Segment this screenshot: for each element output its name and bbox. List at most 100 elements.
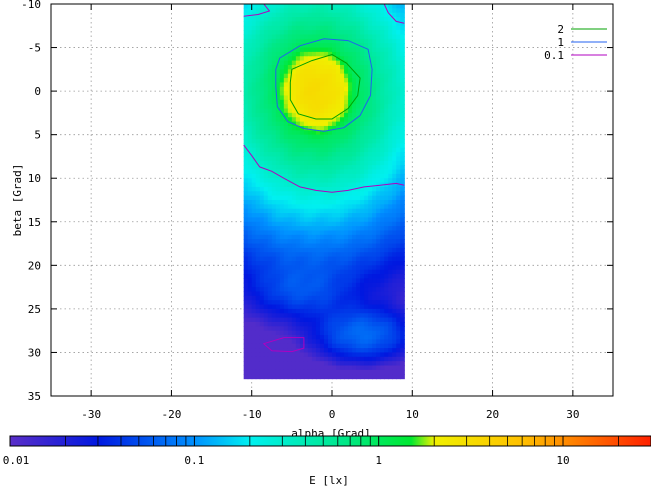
heatmap-cell [352,147,357,153]
heatmap-cell [352,200,357,205]
heatmap-cell [307,169,313,175]
heatmap-cell [352,243,357,249]
heatmap-cell [267,134,273,140]
heatmap-cell [307,143,313,149]
heatmap-cell [352,38,357,44]
heatmap-cell [372,8,377,14]
heatmap-cell [243,313,249,319]
heatmap-cell [247,95,253,101]
heatmap-cell [388,252,393,258]
heatmap-cell [388,204,393,210]
heatmap-cell [388,295,393,301]
heatmap-cell [400,108,405,114]
heatmap-cell [283,134,289,140]
heatmap-cell [372,243,377,249]
heatmap-cell [372,25,377,31]
heatmap-cell [396,43,401,49]
heatmap-cell [247,243,253,249]
heatmap-cell [271,365,277,371]
heatmap-cell [263,108,269,114]
heatmap-cell [267,191,273,197]
heatmap-cell [384,99,389,105]
heatmap-cell [263,104,269,110]
heatmap-cell [323,339,329,345]
heatmap-cell [255,147,261,153]
y-tick-label: 15 [28,216,41,229]
heatmap-cell [275,365,281,371]
heatmap-cell [327,204,333,210]
heatmap-cell [368,308,373,314]
heatmap-cell [267,256,273,262]
heatmap-cell [352,73,357,79]
heatmap-cell [279,143,285,149]
heatmap-cell [311,221,317,227]
heatmap-cell [247,34,253,40]
heatmap-cell [400,64,405,70]
heatmap-cell [368,291,373,297]
heatmap-cell [255,56,261,62]
heatmap-cell [243,191,249,197]
heatmap-cell [364,69,369,75]
heatmap-cell [315,25,321,31]
heatmap-cell [291,160,297,166]
heatmap-cell [271,256,277,262]
heatmap-cell [315,121,321,127]
heatmap-cell [388,91,393,97]
heatmap-cell [327,139,333,144]
heatmap-cell [283,99,289,105]
heatmap-cell [364,25,369,31]
heatmap-cell [352,173,357,179]
heatmap-cell [348,304,353,310]
heatmap-cell [376,365,381,371]
heatmap-cell [283,125,289,131]
heatmap-cell [344,204,349,210]
heatmap-cell [251,112,257,118]
heatmap-cell [279,221,285,227]
heatmap-cell [319,51,325,57]
heatmap-cell [327,213,333,219]
heatmap-cell [368,374,373,380]
heatmap-cell [299,265,305,271]
heatmap-cell [348,278,353,284]
heatmap-cell [275,287,281,293]
heatmap-cell [307,234,313,240]
heatmap-cell [376,291,381,297]
contour-line-0-1 [243,4,271,17]
heatmap-cell [400,256,405,262]
heatmap-cell [400,82,405,88]
heatmap-cell [400,295,405,301]
heatmap-cell [360,339,365,345]
heatmap-cell [303,25,309,31]
heatmap-cell [243,69,249,75]
heatmap-cell [315,330,321,336]
heatmap-cell [336,352,341,358]
heatmap-cell [295,86,301,92]
heatmap-cell [372,60,377,66]
heatmap-cell [368,247,373,253]
heatmap-cell [384,374,389,380]
heatmap-cell [251,221,257,227]
heatmap-cell [311,21,317,27]
heatmap-cell [400,147,405,153]
heatmap-cell [356,200,361,205]
heatmap-cell [327,47,333,53]
heatmap-cell [323,91,329,97]
heatmap-cell [259,160,265,166]
heatmap-cell [259,56,265,62]
heatmap-cell [384,361,389,367]
heatmap-cell [332,356,337,362]
heatmap-cell [251,60,257,66]
heatmap-cell [247,47,253,53]
heatmap-cell [311,313,317,319]
heatmap-cell [368,112,373,118]
heatmap-cell [380,186,385,192]
heatmap-cell [255,34,261,40]
heatmap-cell [364,125,369,131]
heatmap-cell [380,300,385,306]
heatmap-cell [319,30,325,36]
heatmap-cell [348,139,353,144]
heatmap-cell [364,30,369,36]
heatmap-cell [323,38,329,44]
heatmap-cell [291,47,297,53]
heatmap-cell [247,352,253,358]
